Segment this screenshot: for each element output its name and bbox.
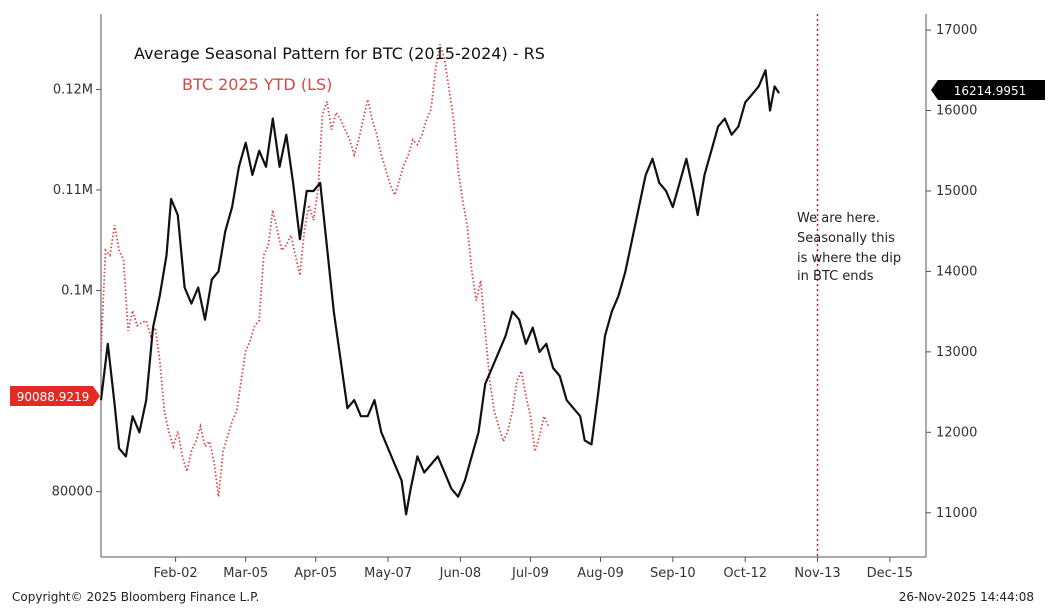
x-tick-label: Apr-05 <box>294 566 337 581</box>
x-tick-label: Sep-10 <box>650 566 696 581</box>
right-last-value-tag: 16214.9951 <box>931 80 1045 100</box>
footer-timestamp: 26-Nov-2025 14:44:08 <box>898 590 1034 604</box>
left-tick-label: 0.11M <box>53 183 93 198</box>
annotation-line-4: in BTC ends <box>797 269 874 284</box>
left-tick-label: 0.12M <box>53 82 93 97</box>
right-tick-label: 15000 <box>936 184 977 199</box>
right-tick-label: 12000 <box>936 425 977 440</box>
annotation-line-1: We are here. <box>797 211 880 226</box>
x-tick-label: Jun-08 <box>439 566 482 581</box>
left-axis-ticks: 80000 0.1M 0.11M 0.12M <box>52 82 101 500</box>
right-tick-label: 17000 <box>936 23 977 38</box>
right-last-value-text: 16214.9951 <box>954 84 1027 98</box>
legend-btc-2025: BTC 2025 YTD (LS) <box>182 75 332 94</box>
left-last-value-text: 90088.9219 <box>17 390 90 404</box>
x-tick-label: Mar-05 <box>223 566 268 581</box>
left-last-value-tag: 90088.9219 <box>10 386 100 406</box>
btc-2025-ytd-line <box>100 43 550 497</box>
x-tick-label: Aug-09 <box>577 566 624 581</box>
left-tick-label: 0.1M <box>61 284 93 299</box>
x-tick-label: May-07 <box>364 566 412 581</box>
annotation-line-2: Seasonally this <box>797 231 895 246</box>
x-axis-ticks: Feb-02 Mar-05 Apr-05 May-07 Jun-08 Jul-09 Aug-… <box>153 557 913 581</box>
right-tick-label: 14000 <box>936 264 977 279</box>
right-tick-label: 16000 <box>936 104 977 119</box>
chart-title: Average Seasonal Pattern for BTC (2015-2… <box>134 44 545 63</box>
right-axis-ticks: 11000 12000 13000 14000 15000 16000 17000 <box>926 23 977 521</box>
annotation-line-3: is where the dip <box>797 251 901 266</box>
x-tick-label: Jul-09 <box>511 566 549 581</box>
right-last-value-tag-bg <box>931 80 1045 100</box>
right-tick-label: 11000 <box>936 506 977 521</box>
x-tick-label: Feb-02 <box>153 566 197 581</box>
x-tick-label: Oct-12 <box>723 566 767 581</box>
footer-copyright: Copyright© 2025 Bloomberg Finance L.P. <box>12 590 260 604</box>
right-tick-label: 13000 <box>936 345 977 360</box>
left-tick-label: 80000 <box>52 485 93 500</box>
seasonal-pattern-line <box>99 69 781 516</box>
x-tick-label: Nov-13 <box>794 566 840 581</box>
x-tick-label: Dec-15 <box>867 566 913 581</box>
left-last-value-tag-bg <box>10 386 100 406</box>
